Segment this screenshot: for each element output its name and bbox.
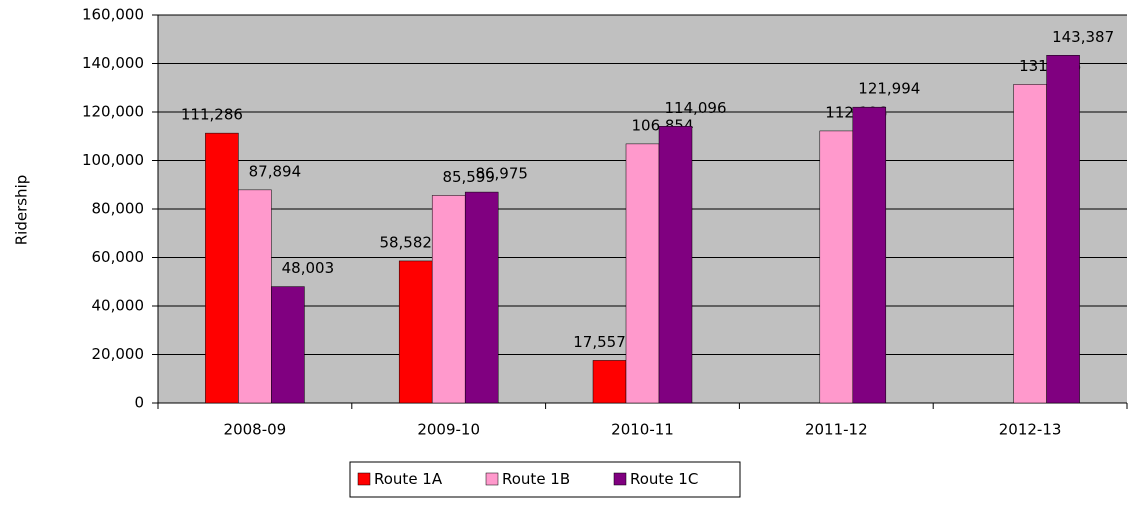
bar: [431, 195, 466, 404]
data-label: 87,894: [249, 162, 302, 180]
x-tick-label: 2011-12: [805, 421, 868, 439]
bar: [464, 191, 499, 404]
x-tick-label: 2009-10: [417, 421, 480, 439]
data-label: 17,557: [573, 333, 626, 351]
legend-swatch: [613, 472, 627, 486]
data-label: 121,994: [858, 80, 920, 98]
bar: [205, 132, 239, 404]
bar: [819, 130, 854, 404]
y-tick-label: 40,000: [92, 297, 145, 315]
data-label: 48,003: [282, 259, 335, 277]
bar: [592, 360, 627, 404]
legend: Route 1A Route 1B Route 1C: [349, 461, 741, 498]
x-tick-label: 2010-11: [611, 421, 674, 439]
y-tick-label: 100,000: [82, 151, 144, 169]
data-label: 58,582: [379, 233, 432, 251]
bar: [1013, 84, 1047, 404]
bar: [398, 260, 433, 404]
bar: [238, 189, 272, 404]
y-tick-label: 160,000: [82, 6, 144, 24]
bar: [1046, 55, 1080, 404]
y-tick-label: 120,000: [82, 103, 144, 121]
x-tick-label: 2008-09: [224, 421, 287, 439]
data-label: 85,599: [442, 168, 495, 186]
data-label: 143,387: [1052, 28, 1114, 46]
x-tick-label: 2012-13: [999, 421, 1062, 439]
bar: [658, 126, 693, 404]
legend-label: Route 1C: [630, 470, 698, 488]
bar: [271, 286, 305, 404]
legend-label: Route 1A: [374, 470, 443, 488]
y-tick-label: 80,000: [92, 200, 145, 218]
y-tick-label: 60,000: [92, 248, 145, 266]
data-label: 86,975: [475, 165, 528, 183]
legend-swatch: [485, 472, 499, 486]
y-tick-label: 0: [134, 394, 144, 412]
bar: [852, 106, 887, 404]
bar: [625, 143, 660, 404]
data-label: 114,096: [664, 99, 726, 117]
legend-label: Route 1B: [502, 470, 570, 488]
y-axis-label: Ridership: [13, 175, 31, 246]
legend-swatch: [357, 472, 371, 486]
y-tick-label: 20,000: [92, 345, 145, 363]
y-tick-label: 140,000: [82, 54, 144, 72]
data-label: 111,286: [181, 106, 243, 124]
legend-box: [349, 461, 741, 498]
